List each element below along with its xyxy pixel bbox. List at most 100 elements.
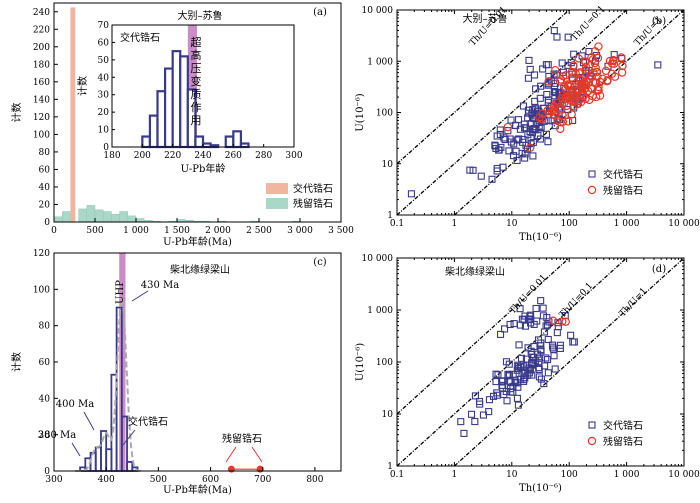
residual-point xyxy=(558,317,567,326)
x-tick-label: 1 500 xyxy=(164,226,190,236)
x-tick-label: 3 000 xyxy=(287,226,313,236)
annotation: 交代锆石 xyxy=(128,415,168,428)
metasomatic-point xyxy=(522,124,530,132)
x-tick-label: 400 xyxy=(98,475,115,485)
residual-point xyxy=(538,109,547,118)
x-tick-label: 1 000 xyxy=(614,219,640,229)
metasomatic-point xyxy=(544,98,552,106)
residual-point xyxy=(569,97,578,107)
inset-bar xyxy=(224,135,235,149)
residual-point xyxy=(591,63,600,73)
metasomatic-point xyxy=(537,375,545,383)
legend-swatch xyxy=(266,198,288,209)
thu-label: Th/U=1 xyxy=(618,286,650,319)
thu-label: Th/U=0.01 xyxy=(508,273,549,316)
metasomatic-point xyxy=(475,397,484,406)
y-axis-label: U(10⁻⁶) xyxy=(355,343,366,381)
metasomatic-point xyxy=(556,344,564,352)
metasomatic-point xyxy=(559,68,567,76)
metasomatic-point xyxy=(550,27,558,35)
y-tick-label: 60 xyxy=(39,165,51,175)
metasomatic-point xyxy=(654,61,662,69)
y-tick-label: 80 xyxy=(39,148,51,158)
residual-bar xyxy=(62,211,71,223)
metasomatic-point xyxy=(514,401,522,409)
residual-bar xyxy=(94,209,104,223)
band-label-char: 压 xyxy=(191,62,202,75)
x-tick-label: 10 000 xyxy=(668,219,700,229)
metasomatic-point xyxy=(551,92,559,100)
residual-bar xyxy=(102,211,112,223)
metasomatic-point xyxy=(532,105,540,113)
inset-bar xyxy=(148,114,159,149)
metasomatic-point xyxy=(501,325,509,333)
metasomatic-point xyxy=(525,56,533,64)
x-axis-label: U-Pb年龄(Ma) xyxy=(163,235,232,248)
metasomatic-point xyxy=(522,355,530,363)
legend-label: 残留锆石 xyxy=(603,435,643,448)
y-tick-label: 100 xyxy=(376,358,393,368)
y-tick-label: 100 xyxy=(376,109,393,119)
inset-title: 交代锆石 xyxy=(120,31,160,44)
inset-x-tick-label: 220 xyxy=(164,151,181,161)
metasomatic-point xyxy=(567,331,575,339)
metasomatic-point xyxy=(514,364,523,372)
metasomatic-point xyxy=(516,363,524,371)
inset-y-axis-label: 计数 xyxy=(76,76,89,96)
metasomatic-point xyxy=(504,372,512,380)
inset-y-tick-label: 0 xyxy=(103,143,109,153)
metasomatic-point xyxy=(494,371,502,379)
metasomatic-point xyxy=(500,390,508,399)
y-tick-label: 200 xyxy=(33,43,50,53)
residual-point xyxy=(618,61,627,71)
residual-point xyxy=(609,59,619,68)
inset-y-tick-label: 30 xyxy=(98,91,110,101)
metasomatic-point xyxy=(524,74,532,82)
residual-bar xyxy=(53,216,63,223)
panel-title: 柴北缘绿梁山 xyxy=(445,265,505,278)
metasomatic-point xyxy=(505,370,514,379)
x-tick-label: 100 xyxy=(561,219,578,229)
metasomatic-point xyxy=(551,365,559,373)
residual-bar xyxy=(111,213,120,223)
residual-point xyxy=(593,53,603,63)
y-tick-label: 10 000 xyxy=(362,6,394,16)
residual-bar xyxy=(119,211,128,223)
x-tick-label: 0.1 xyxy=(390,470,404,480)
x-tick-label: 500 xyxy=(86,226,103,236)
annotation-arrow xyxy=(71,442,81,457)
legend-label: 交代锆石 xyxy=(293,182,333,195)
residual-point xyxy=(551,65,560,75)
residual-point xyxy=(577,87,587,97)
metasomatic-point xyxy=(519,135,527,144)
y-tick-label: 240 xyxy=(33,8,50,18)
metasomatic-point xyxy=(499,377,507,385)
annotation-arrow xyxy=(131,290,149,302)
inset-bar xyxy=(141,135,152,149)
annotation: 430 Ma xyxy=(141,280,180,291)
metasomatic-point xyxy=(564,33,572,41)
residual-point xyxy=(573,85,583,95)
metasomatic-point xyxy=(570,338,578,346)
y-tick-label: 10 000 xyxy=(362,254,394,264)
metasomatic-point xyxy=(529,152,537,160)
metasomatic-point xyxy=(407,190,415,198)
metasomatic-point xyxy=(513,394,521,402)
metasomatic-point xyxy=(530,342,538,351)
residual-point xyxy=(556,124,565,134)
metasomatic-point xyxy=(532,120,540,128)
metasomatic-point xyxy=(479,411,488,419)
residual-point xyxy=(594,86,603,95)
metasomatic-point xyxy=(509,370,517,378)
metasomatic-point xyxy=(521,322,530,330)
residual-bar xyxy=(135,218,145,223)
residual-point xyxy=(617,53,626,62)
residual-point xyxy=(587,72,597,81)
metasomatic-point xyxy=(527,140,535,148)
residual-point xyxy=(561,93,570,102)
metasomatic-point xyxy=(535,354,543,362)
x-tick-label: 0 xyxy=(51,226,57,236)
inset-y-tick-label: 70 xyxy=(98,21,110,31)
thu-reference-line xyxy=(396,10,570,165)
metasomatic-point xyxy=(502,358,511,366)
